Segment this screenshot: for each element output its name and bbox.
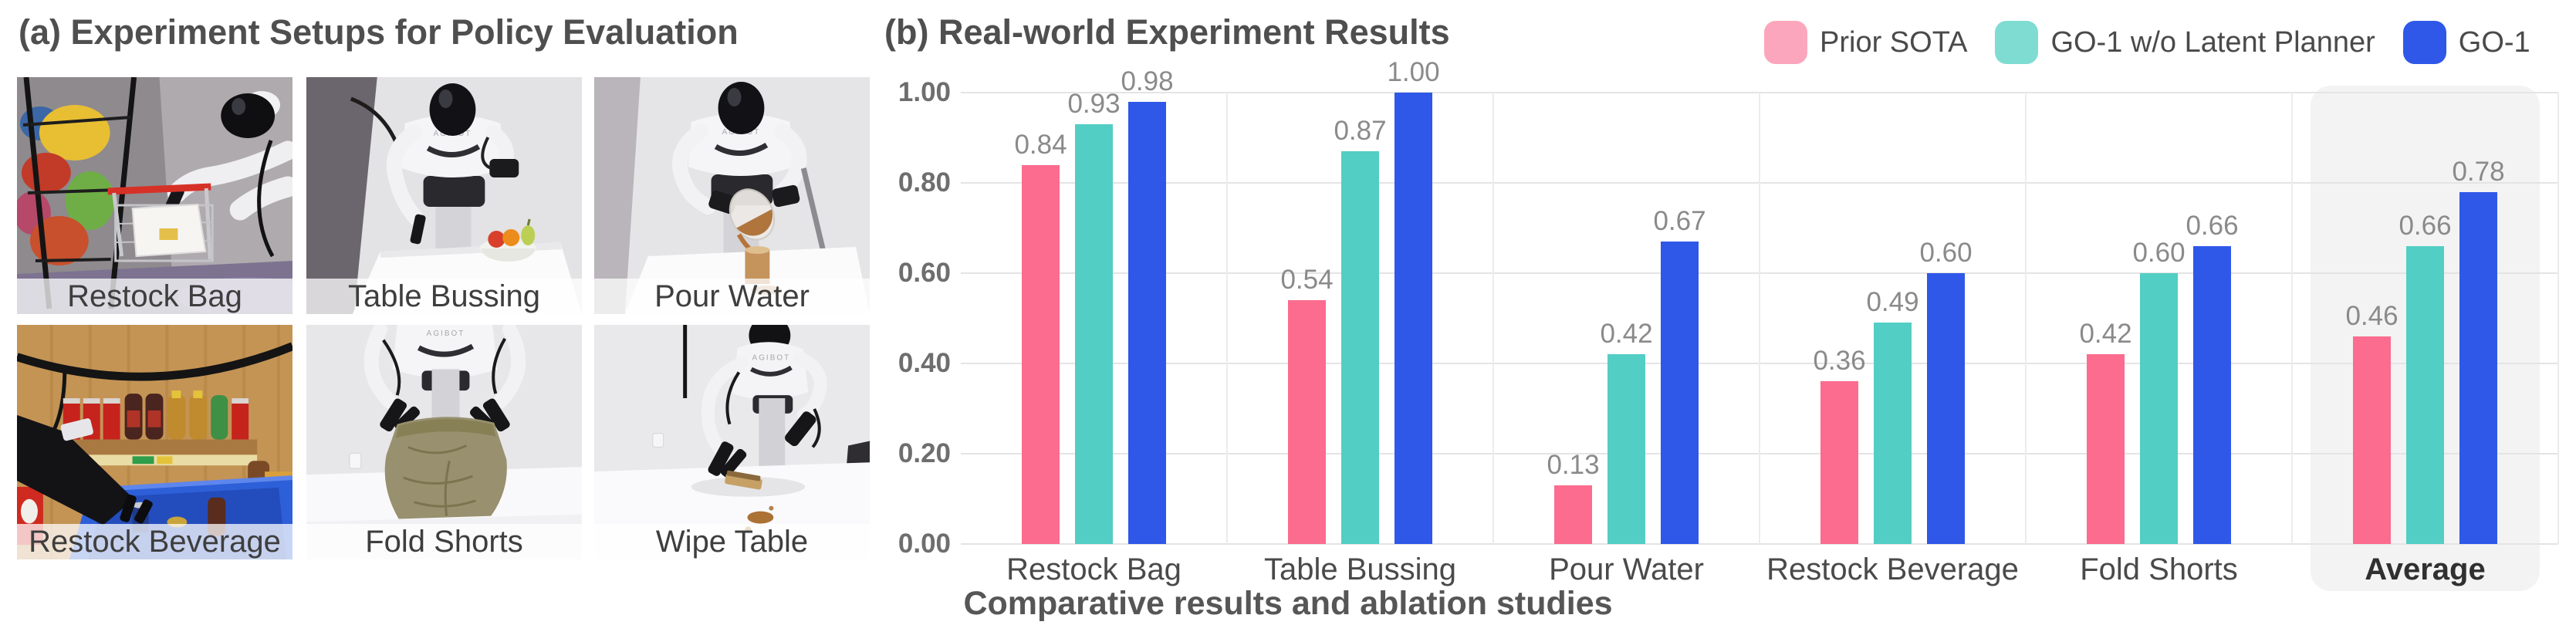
robot-brand-marking: AGIBOT [752, 354, 791, 363]
photo-label: Restock Bag [17, 279, 292, 314]
category-separator-line [2291, 93, 2293, 544]
restock-bag-photo-illustration [17, 77, 292, 314]
bar-value-label: 0.66 [2186, 210, 2239, 241]
photo-label: Wipe Table [594, 524, 870, 559]
photo-pour-water: AGIBOT Pour Water [594, 77, 870, 314]
bar-go-1-w-o-latent-planner [1607, 354, 1645, 544]
panel-b-title: (b) Real-world Experiment Results [884, 12, 1450, 52]
bar-go-1 [1128, 101, 1166, 544]
category-label-table-bussing: Table Bussing [1263, 552, 1457, 586]
bar-go-1-w-o-latent-planner [2406, 245, 2444, 544]
y-axis-tick-label: 1.00 [898, 77, 951, 107]
photo-fold-shorts: AGIBOT Fold Shorts [306, 325, 582, 559]
bar-value-label: 0.46 [2345, 300, 2399, 331]
y-axis-tick-label: 0.00 [898, 529, 951, 559]
category-separator-line [1226, 93, 1228, 544]
chart-legend: Prior SOTA GO-1 w/o Latent Planner GO-1 [1764, 19, 2530, 66]
bar-go-1-w-o-latent-planner [1075, 123, 1113, 544]
category-separator-line [1493, 93, 1494, 544]
legend-item-go1-wo-latent-planner: GO-1 w/o Latent Planner [1995, 21, 2375, 64]
legend-swatch-go1-wo-latent-planner [1995, 21, 2039, 64]
category-label-restock-bag: Restock Bag [1006, 552, 1182, 586]
table-bussing-photo-illustration: AGIBOT [306, 77, 582, 314]
photo-label: Table Bussing [306, 279, 582, 314]
bar-value-label: 0.42 [2079, 319, 2132, 350]
bar-prior-sota [1022, 164, 1060, 544]
category-separator-line [1759, 93, 1760, 544]
photo-restock-bag: Restock Bag [17, 77, 292, 314]
category-label-pour-water: Pour Water [1549, 552, 1704, 586]
bar-go-1-w-o-latent-planner [2140, 273, 2178, 544]
bar-prior-sota [1820, 381, 1858, 544]
legend-swatch-go1 [2402, 21, 2446, 64]
legend-swatch-prior-sota [1764, 21, 1807, 64]
bar-go-1-w-o-latent-planner [1874, 323, 1912, 544]
photo-table-bussing: AGIBOT Table Bussing [306, 77, 582, 314]
y-axis-tick-label: 0.20 [898, 438, 951, 468]
bar-value-label: 0.54 [1280, 265, 1334, 296]
bar-prior-sota [2353, 336, 2391, 544]
bar-prior-sota [1554, 485, 1592, 544]
photo-label: Fold Shorts [306, 524, 582, 559]
bar-value-label: 0.36 [1813, 346, 1866, 377]
photo-wipe-table: AGIBOT Wipe Table [594, 325, 870, 559]
category-label-restock-beverage: Restock Beverage [1766, 552, 2019, 586]
bar-prior-sota [2087, 354, 2125, 544]
bar-value-label: 1.00 [1387, 57, 1440, 87]
bar-go-1 [2459, 191, 2497, 544]
category-label-average: Average [2365, 552, 2486, 586]
legend-label: Prior SOTA [1820, 25, 1968, 59]
bar-prior-sota [1288, 300, 1326, 544]
category-separator-line [2025, 93, 2027, 544]
bar-value-label: 0.60 [1919, 238, 1973, 268]
bar-value-label: 0.60 [2132, 238, 2186, 268]
bar-value-label: 0.98 [1121, 66, 1174, 96]
figure-caption: Comparative results and ablation studies [963, 585, 1613, 622]
robot-brand-marking: AGIBOT [427, 329, 465, 338]
bar-value-label: 0.13 [1547, 449, 1600, 480]
photo-label: Pour Water [594, 279, 870, 314]
y-axis-tick-label: 0.60 [898, 258, 951, 288]
y-axis-tick-label: 0.80 [898, 167, 951, 198]
bar-value-label: 0.42 [1600, 319, 1653, 350]
bar-go-1 [1927, 273, 1965, 544]
legend-item-go1: GO-1 [2402, 21, 2530, 64]
legend-label: GO-1 w/o Latent Planner [2050, 25, 2375, 59]
legend-item-prior-sota: Prior SOTA [1764, 21, 1967, 64]
bar-value-label: 0.78 [2452, 156, 2505, 187]
bar-value-label: 0.84 [1014, 129, 1067, 160]
bar-go-1-w-o-latent-planner [1341, 151, 1379, 544]
bar-value-label: 0.66 [2399, 210, 2452, 241]
bar-go-1 [1394, 93, 1432, 544]
photo-label: Restock Beverage [17, 524, 292, 559]
bar-value-label: 0.93 [1067, 88, 1121, 119]
category-separator-line [2557, 93, 2559, 544]
y-axis-tick-label: 0.40 [898, 348, 951, 378]
bar-value-label: 0.49 [1866, 287, 1919, 318]
category-label-fold-shorts: Fold Shorts [2080, 552, 2238, 586]
bar-go-1 [2193, 245, 2231, 544]
gridline [961, 543, 2558, 545]
bar-value-label: 0.87 [1334, 116, 1387, 147]
photo-restock-beverage: Restock Beverage [17, 325, 292, 559]
bar-go-1 [1661, 242, 1699, 544]
panel-a-title: (a) Experiment Setups for Policy Evaluat… [19, 12, 739, 52]
bar-value-label: 0.67 [1653, 206, 1706, 237]
legend-label: GO-1 [2458, 25, 2530, 59]
